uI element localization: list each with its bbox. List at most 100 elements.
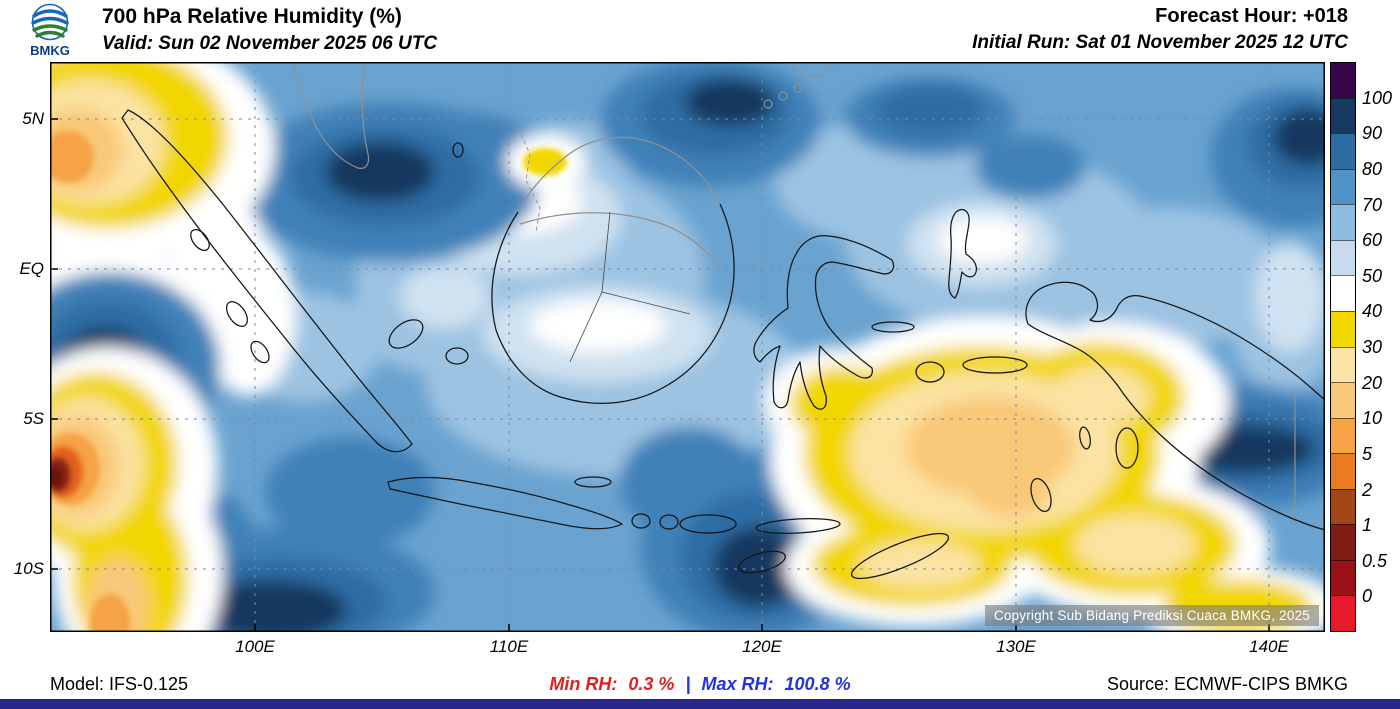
humidity-field: [50, 62, 1325, 632]
colorbar-label-2: 2: [1362, 480, 1373, 500]
colorbar-label-80: 80: [1362, 159, 1383, 179]
colorbar-label-20: 20: [1362, 373, 1383, 393]
colorbar-segment: [1331, 595, 1355, 631]
island-kai: [1079, 426, 1091, 450]
max-rh-value: 100.8 %: [784, 674, 851, 694]
colorbar-label-5: 5: [1362, 444, 1373, 464]
island-halmahera: [948, 209, 978, 299]
borneo-internal-border: [519, 212, 717, 263]
island-java: [387, 476, 623, 530]
sulu-coast: [789, 62, 835, 77]
colorbar-label-50: 50: [1362, 266, 1383, 286]
colorbar-segment: [1331, 417, 1355, 454]
coastlines: [121, 109, 1325, 580]
colorbar-label-90: 90: [1362, 123, 1383, 143]
copyright-watermark: Copyright Sub Bidang Prediksi Cuaca BMKG…: [984, 605, 1319, 626]
axis-ticks: [50, 118, 1270, 632]
island-lombok: [659, 514, 679, 530]
island-sumba: [738, 550, 786, 574]
island-madura: [574, 476, 612, 488]
colorbar-segment: [1331, 275, 1355, 311]
colorbar-label-0: 0: [1362, 586, 1373, 606]
lon-label-120e: 120E: [742, 637, 782, 656]
model-label: Model: IFS-0.125: [50, 674, 189, 694]
island-aru: [1115, 427, 1139, 469]
island-belitung: [445, 347, 469, 365]
colorbar-segment: [1331, 488, 1355, 525]
page-title: 700 hPa Relative Humidity (%): [102, 5, 402, 28]
colorbar-segment: [1331, 63, 1355, 98]
island-borneo: [491, 203, 735, 404]
colorbar: [1330, 62, 1356, 632]
island-pagai: [250, 340, 270, 364]
island-nias: [190, 228, 210, 252]
island-sulawesi: [753, 235, 895, 410]
colorbar-segment: [1331, 133, 1355, 169]
lat-label-5s: 5S: [23, 409, 44, 428]
lat-label-5n: 5N: [22, 109, 44, 128]
map-area: Copyright Sub Bidang Prediksi Cuaca BMKG…: [50, 62, 1325, 632]
min-rh-value: 0.3 %: [628, 674, 675, 694]
colorbar-label-0p5: 0.5: [1362, 551, 1388, 571]
colorbar-segment: [1331, 239, 1355, 276]
lat-label-10s: 10S: [13, 559, 44, 578]
colorbar-segment: [1331, 204, 1355, 240]
initial-run: Initial Run: Sat 01 November 2025 12 UTC: [972, 32, 1348, 53]
bmkg-logo-icon: BMKG: [30, 3, 70, 58]
colorbar-label-60: 60: [1362, 230, 1383, 250]
island-natuna: [452, 142, 464, 158]
forecast-hour: Forecast Hour: +018: [1155, 5, 1348, 27]
island-sula: [871, 321, 915, 333]
colorbar-label-100: 100: [1362, 88, 1393, 108]
north-borneo-coastline: [517, 136, 721, 213]
island-timor: [850, 532, 950, 580]
min-max-rh: Min RH: 0.3 % | Max RH: 100.8 %: [546, 674, 853, 695]
colorbar-segment: [1331, 524, 1355, 560]
island-buru: [915, 361, 945, 383]
bottom-bar: [0, 699, 1400, 709]
island-tanimbar: [1030, 477, 1052, 513]
island-seram: [962, 356, 1028, 374]
island-papua: [1025, 281, 1325, 531]
header-right: Forecast Hour: +018 Initial Run: Sat 01 …: [972, 5, 1348, 54]
valid-time: Valid: Sun 02 November 2025 06 UTC: [102, 33, 438, 54]
colorbar-segment: [1331, 97, 1355, 134]
lat-label-eq: EQ: [19, 259, 44, 278]
colorbar-segment: [1331, 453, 1355, 489]
bmkg-logo: BMKG: [12, 1, 96, 61]
bmkg-logo-text: BMKG: [30, 43, 70, 58]
colorbar-segment: [1331, 382, 1355, 418]
colorbar-segment: [1331, 559, 1355, 596]
max-rh-label: Max RH:: [701, 674, 774, 694]
min-max-separator: |: [685, 674, 691, 694]
colorbar-label-30: 30: [1362, 337, 1383, 357]
map-frame: [50, 62, 1325, 632]
malay-peninsula-coastline: [291, 62, 370, 169]
colorbar-label-1: 1: [1362, 515, 1373, 535]
maritime-boundary: [517, 127, 541, 233]
colorbar-segment: [1331, 310, 1355, 347]
min-rh-label: Min RH:: [549, 674, 618, 694]
island-bangka: [388, 319, 424, 349]
lon-label-100e: 100E: [235, 637, 275, 656]
gridlines: [50, 62, 1325, 632]
island-flores: [755, 518, 841, 534]
island-bali: [631, 513, 651, 529]
humidity-map: [50, 62, 1325, 632]
colorbar-segment: [1331, 168, 1355, 205]
lon-label-130e: 130E: [996, 637, 1036, 656]
island-siberut: [226, 301, 248, 327]
island-sumbawa: [679, 514, 737, 534]
colorbar-label-10: 10: [1362, 408, 1383, 428]
island-sumatra: [121, 109, 413, 453]
humidity-field-cores: [50, 131, 567, 632]
borneo-province-borders: [569, 211, 691, 363]
foreign-coastlines: [291, 62, 1296, 524]
lon-label-110e: 110E: [489, 637, 529, 656]
colorbar-label-40: 40: [1362, 301, 1383, 321]
lon-label-140e: 140E: [1249, 637, 1289, 656]
colorbar-segment: [1331, 346, 1355, 383]
colorbar-label-70: 70: [1362, 195, 1383, 215]
source-label: Source: ECMWF-CIPS BMKG: [1106, 674, 1348, 694]
